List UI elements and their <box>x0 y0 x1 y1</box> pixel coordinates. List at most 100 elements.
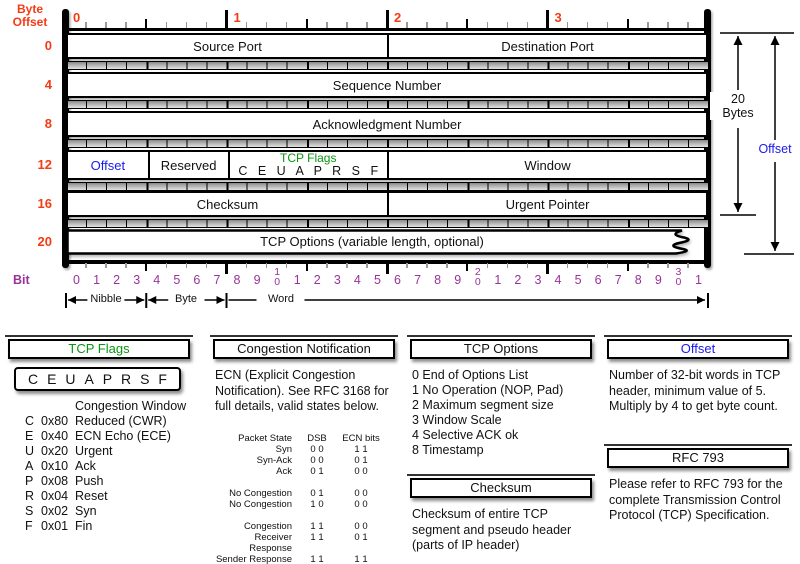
bit-tick <box>266 22 268 28</box>
flag-letter: P <box>103 371 112 387</box>
bit-number: 1 <box>688 268 709 287</box>
bit-number-digit: 9 <box>648 273 669 287</box>
ecn-cell: 0 1 <box>336 455 386 466</box>
tcp-option-item: 4 Selective ACK ok <box>412 428 563 443</box>
bit-number: 4 <box>347 268 368 287</box>
bit-tick <box>326 22 328 28</box>
field-cell-acknowledgment-number: Acknowledgment Number <box>68 113 706 135</box>
bit-number: 3 <box>327 268 348 287</box>
ecn-table-row: Sender Response1 11 1 <box>212 554 386 564</box>
flag-letters-row: C E U A P R S F <box>238 165 378 178</box>
flag-hex-cell: 0x10 <box>41 459 75 474</box>
bit-number: 20 <box>467 268 488 287</box>
field-label: Reserved <box>161 158 217 173</box>
tcp-option-item: 3 Window Scale <box>412 413 563 428</box>
bit-separator-strip <box>66 182 708 191</box>
field-cell-offset: Offset <box>68 152 148 178</box>
ecn-cell: 0 0 <box>298 455 336 466</box>
header-row: ChecksumUrgent Pointer <box>66 191 708 217</box>
bit-tick <box>587 22 589 28</box>
bit-number: 7 <box>206 268 227 287</box>
flag-letter: U <box>65 371 75 387</box>
bit-tick <box>105 22 107 28</box>
bit-number-digit: 5 <box>166 273 187 287</box>
row-byte-offset: 20 <box>0 234 52 249</box>
legend-title-checksum: Checksum <box>470 480 531 495</box>
flag-desc-cell: Ack <box>75 459 186 474</box>
legend-box-offset: Offset <box>607 339 789 359</box>
bit-number-digit: 1 <box>487 273 508 287</box>
byte-tick <box>546 10 549 28</box>
ecn-table-row: Congestion1 10 0 <box>212 521 386 532</box>
legend-box-tcp-flags: TCP Flags <box>8 339 190 359</box>
bit-tick <box>567 22 569 28</box>
bit-tick <box>125 22 127 28</box>
tcp-option-item: 2 Maximum segment size <box>412 398 563 413</box>
flag-letter: C <box>28 371 38 387</box>
bit-number-digit: 3 <box>327 273 348 287</box>
bit-axis-label: Bit <box>13 273 30 287</box>
ecn-table-row: Ack0 10 0 <box>212 466 386 477</box>
bit-separator-strip <box>66 61 708 70</box>
bit-tick <box>607 22 609 28</box>
flag-desc-cell: ECN Echo (ECE) <box>75 429 186 444</box>
ecn-table-row: No Congestion1 00 0 <box>212 499 386 510</box>
header-row: Acknowledgment Number <box>66 111 708 137</box>
bit-number: 6 <box>387 268 408 287</box>
ecn-cell: 0 1 <box>336 532 386 554</box>
ecn-cell: 0 0 <box>336 466 386 477</box>
byte-offset-axis-label: Byte Offset <box>2 3 58 29</box>
bit-number-digit: 3 <box>126 273 147 287</box>
field-cell-sequence-number: Sequence Number <box>68 74 706 96</box>
flag-letter-cell: S <box>25 504 41 519</box>
flag-letter: S <box>140 371 149 387</box>
bit-number: 5 <box>166 268 187 287</box>
flag-letter-cell: E <box>25 429 41 444</box>
offset-arrow-label: Offset <box>745 142 800 156</box>
ecn-table-row: Receiver Response1 10 1 <box>212 532 386 554</box>
tcp-option-item: 8 Timestamp <box>412 443 563 458</box>
flag-letter: E <box>47 371 56 387</box>
bit-tick <box>446 22 448 28</box>
bit-number: 1 <box>487 268 508 287</box>
flag-hex-cell: 0x40 <box>41 429 75 444</box>
field-label: Sequence Number <box>333 78 441 93</box>
legend-box-rfc793: RFC 793 <box>607 448 789 468</box>
bit-number: 5 <box>568 268 589 287</box>
row-byte-offset: 16 <box>0 196 52 211</box>
legend-box-tcp-options: TCP Options <box>410 339 592 359</box>
legend-box-congestion: Congestion Notification <box>213 339 395 359</box>
byte-number: 1 <box>234 10 241 25</box>
ecn-table-row: Syn-Ack0 00 1 <box>212 455 386 466</box>
flag-desc-cell: Syn <box>75 504 186 519</box>
bit-number-digit: 9 <box>447 273 468 287</box>
field-label: Offset <box>91 158 125 173</box>
byte-number: 0 <box>73 10 80 25</box>
bit-number: 4 <box>548 268 569 287</box>
flag-hex-cell: 0x02 <box>41 504 75 519</box>
bit-tick <box>667 22 669 28</box>
flag-definitions-list: Congestion Window C0x80Reduced (CWR)E0x4… <box>25 399 186 534</box>
ecn-states-table: Packet StateDSBECN bitsSyn0 01 1Syn-Ack0… <box>212 433 386 564</box>
legend-box-checksum: Checksum <box>410 478 592 498</box>
legend-title-congestion: Congestion Notification <box>237 341 371 356</box>
field-cell-destination-port: Destination Port <box>387 35 706 57</box>
flag-letter: F <box>158 371 167 387</box>
legend-title-tcp-options: TCP Options <box>464 341 538 356</box>
bit-tick <box>687 22 689 28</box>
field-label: Acknowledgment Number <box>313 117 462 132</box>
bit-tick <box>366 22 368 28</box>
ecn-table-header: Packet StateDSBECN bits <box>212 433 386 444</box>
twenty-bytes-label-line1: 20 <box>710 92 766 106</box>
ecn-cell: No Congestion <box>212 488 298 499</box>
tcp-options-list: 0 End of Options List1 No Operation (NOP… <box>412 368 563 458</box>
bit-separator-strip <box>66 139 708 148</box>
ecn-cell: 1 1 <box>298 521 336 532</box>
field-label: Window <box>524 158 570 173</box>
flag-letter: R <box>121 371 131 387</box>
byte-scale-label: Byte <box>172 293 200 305</box>
bit-number-digit: 7 <box>206 273 227 287</box>
flag-desc-cell: Push <box>75 474 186 489</box>
ecn-header-cell: DSB <box>298 433 336 444</box>
flag-hex-cell: 0x80 <box>41 414 75 429</box>
